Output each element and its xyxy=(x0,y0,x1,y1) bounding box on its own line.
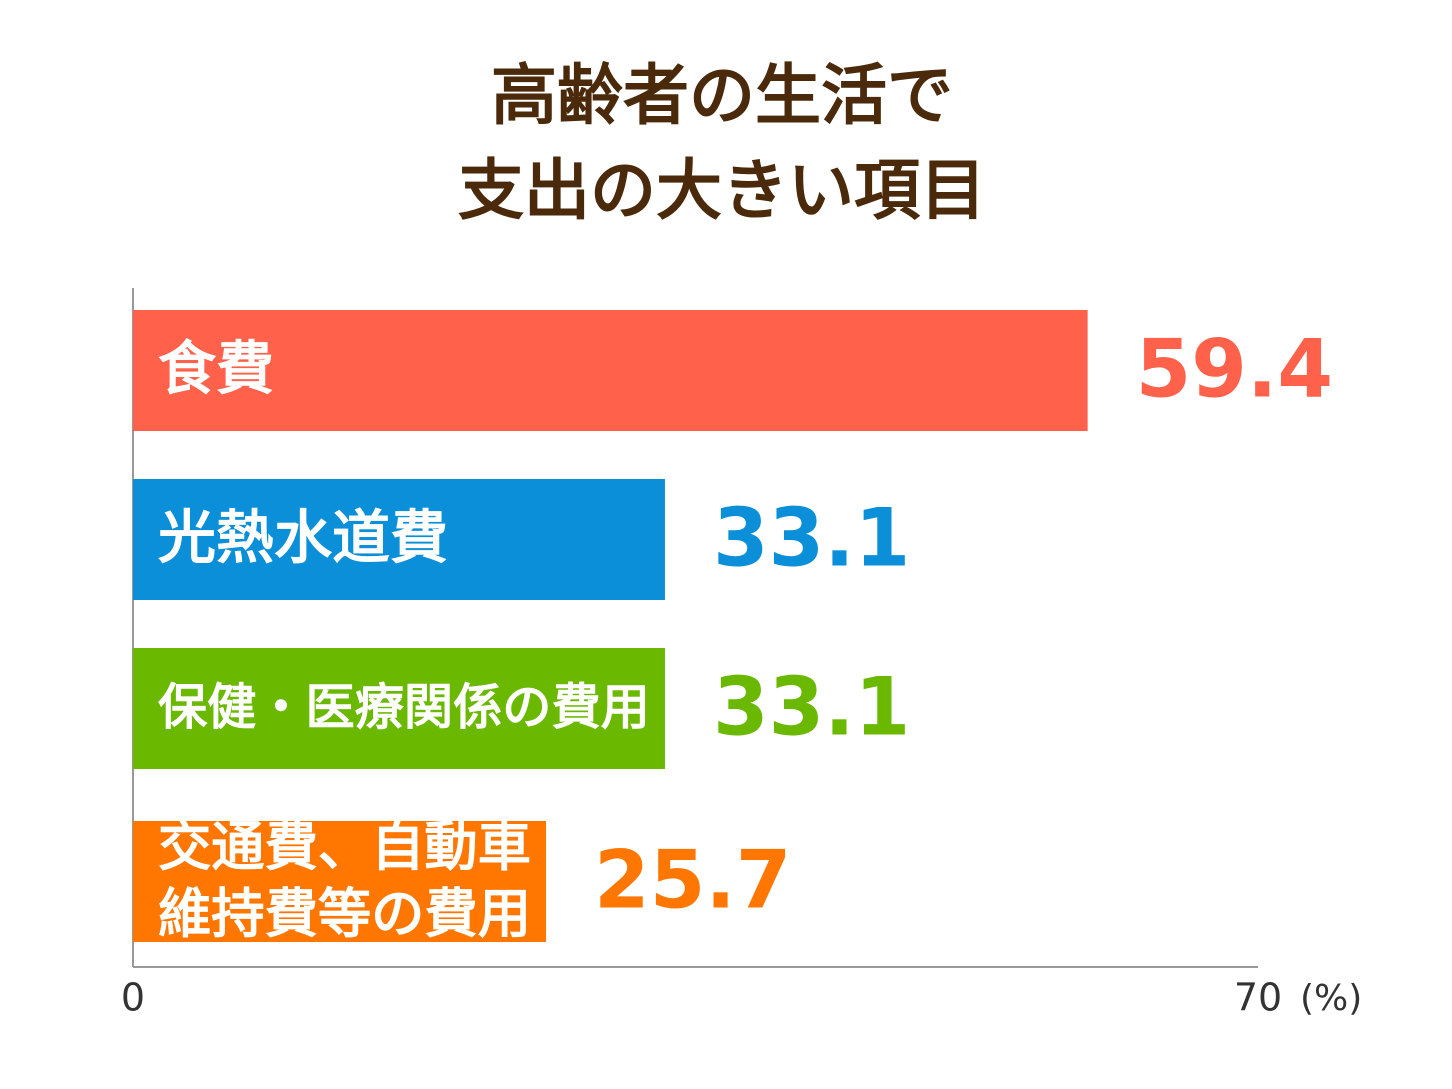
bar xyxy=(133,648,665,769)
chart-title: 支出の大きい項目 xyxy=(458,152,986,229)
x-tick-label: 0 xyxy=(121,976,145,1020)
chart-title: 高齢者の生活で xyxy=(491,57,953,134)
bar xyxy=(133,479,665,600)
category-label: 交通費、自動車維持費等の費用 xyxy=(158,816,531,945)
value-label: 25.7 xyxy=(594,833,791,926)
bar xyxy=(133,310,1088,431)
category-label: 光熱水道費 xyxy=(158,504,448,572)
value-label: 33.1 xyxy=(713,660,910,753)
value-label: 59.4 xyxy=(1136,322,1333,415)
category-label: 食費 xyxy=(158,335,274,403)
category-label: 保健・医療関係の費用 xyxy=(158,678,650,736)
x-tick-label: 70 xyxy=(1234,976,1282,1020)
value-label: 33.1 xyxy=(713,491,910,584)
bar xyxy=(133,821,547,942)
x-unit: (%) xyxy=(1300,978,1362,1019)
